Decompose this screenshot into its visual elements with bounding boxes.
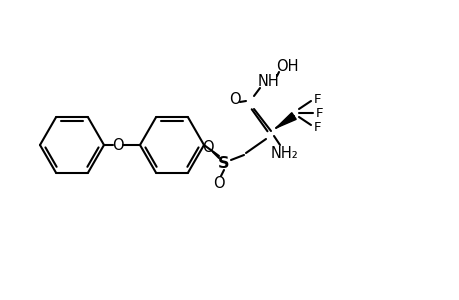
Text: NH₂: NH₂ <box>270 146 298 160</box>
Text: F: F <box>313 92 321 106</box>
Text: O: O <box>213 176 224 190</box>
Text: OH: OH <box>275 58 297 74</box>
Text: F: F <box>313 121 321 134</box>
Polygon shape <box>275 113 296 128</box>
Text: F: F <box>315 106 323 119</box>
Text: O: O <box>229 92 241 106</box>
Text: S: S <box>218 155 229 170</box>
Text: O: O <box>112 137 123 152</box>
Text: O: O <box>202 140 213 154</box>
Text: NH: NH <box>257 74 279 88</box>
